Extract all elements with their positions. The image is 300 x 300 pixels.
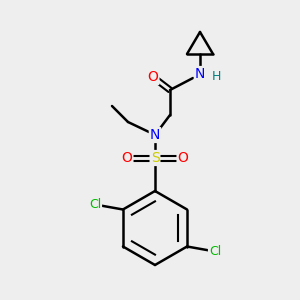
Text: N: N [195,67,205,81]
Text: S: S [151,151,159,165]
Text: N: N [150,128,160,142]
Text: H: H [211,70,221,83]
Text: O: O [178,151,188,165]
Text: O: O [122,151,132,165]
Text: Cl: Cl [209,245,221,258]
Text: O: O [148,70,158,84]
Text: Cl: Cl [89,198,101,211]
